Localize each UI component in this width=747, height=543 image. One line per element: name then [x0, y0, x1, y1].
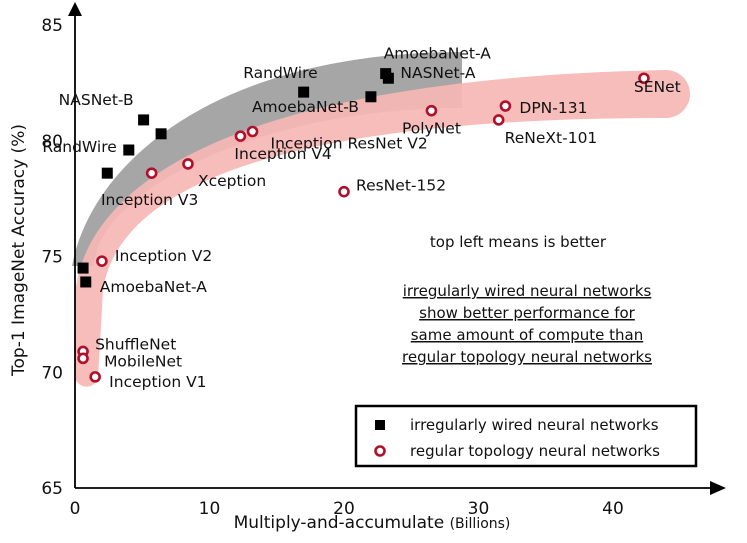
x-tick-label: 20 [333, 499, 355, 519]
point-label: PolyNet [402, 120, 461, 138]
legend-irregular-label: irregularly wired neural networks [410, 416, 659, 434]
legend: irregularly wired neural networks regula… [354, 404, 698, 468]
point-label: DPN-131 [519, 99, 587, 117]
y-tick-label: 85 [41, 16, 63, 36]
annotation-better: top left means is better [430, 233, 607, 251]
regular-point-mark [182, 158, 194, 170]
x-axis-title-unit: (Billions) [450, 516, 511, 532]
regular-point-mark [246, 125, 259, 138]
regular-point-mark [338, 185, 350, 198]
point-labels: AmoebaNet-A RandWire NASNet-B RandWire Amoeb… [42, 45, 680, 391]
point-label: Inception V1 [109, 373, 206, 391]
regular-point-mark [234, 130, 247, 142]
y-axis-title: Top-1 ImageNet Accuracy (%) [9, 124, 29, 377]
annotation-line-1: irregularly wired neural networks [403, 282, 652, 300]
regular-point-mark [425, 104, 438, 117]
x-tick-label: 40 [602, 499, 624, 519]
point-label: Inception V2 [115, 247, 212, 265]
legend-circle-marker [374, 445, 386, 457]
irregular-point-mark [382, 72, 394, 84]
annotation-line-2: show better performance for [419, 304, 636, 322]
point-label: Xception [198, 172, 266, 190]
x-axis-arrowhead [710, 481, 726, 495]
regular-point-mark [77, 352, 89, 365]
point-label: NASNet-B [59, 91, 134, 109]
point-label: Inception ResNet V2 [271, 134, 428, 152]
annotation-block: irregularly wired neural networks show b… [402, 282, 652, 366]
x-axis-title: Multiply-and-accumulate (Billions) [234, 513, 511, 533]
regular-point-mark [145, 167, 158, 179]
legend-square-marker [375, 420, 385, 430]
y-tick-label: 65 [41, 479, 63, 499]
point-label: MobileNet [104, 352, 182, 370]
x-tick-label: 10 [199, 499, 221, 519]
irregular-point-mark [298, 86, 310, 98]
ticks: 0 10 20 30 40 65 70 75 80 85 [41, 16, 623, 519]
legend-box [354, 404, 698, 468]
irregular-point-mark [155, 128, 167, 140]
point-label: NASNet-A [400, 64, 475, 82]
annotation-line-3: same amount of compute than [411, 326, 644, 344]
point-label: SENet [634, 78, 681, 96]
point-label: RandWire [42, 138, 116, 156]
point-label: AmoebaNet-A [100, 278, 208, 296]
regular-trend-band [74, 70, 691, 387]
irregular-point-mark [365, 91, 377, 103]
annotation-line-4: regular topology neural networks [402, 348, 652, 366]
data-marks [77, 68, 650, 383]
point-label: AmoebaNet-A [384, 45, 492, 63]
x-axis-title-main: Multiply-and-accumulate [234, 513, 445, 533]
y-tick-label: 70 [41, 363, 63, 383]
point-label: ReNeXt-101 [505, 129, 598, 147]
point-label: Inception V3 [101, 191, 198, 209]
point-label: Inception V4 [234, 145, 331, 163]
point-label: RandWire [243, 64, 317, 82]
regular-point-mark [89, 371, 101, 383]
y-axis-arrowhead [68, 2, 82, 16]
x-tick-label: 0 [70, 499, 81, 519]
irregular-point-mark [77, 262, 89, 274]
regular-point-mark [638, 72, 650, 85]
regular-point-mark [492, 114, 505, 126]
point-label: ShuffleNet [95, 335, 176, 353]
irregular-point-mark [123, 144, 135, 156]
point-label: ResNet-152 [356, 177, 446, 195]
legend-regular-label: regular topology neural networks [410, 442, 660, 460]
point-label: AmoebaNet-B [252, 98, 359, 116]
y-tick-label: 75 [41, 248, 63, 268]
irregular-point-mark [138, 114, 150, 126]
regular-point-mark [96, 255, 108, 267]
regular-point-mark [499, 100, 512, 112]
y-tick-label: 80 [41, 132, 63, 152]
x-tick-label: 30 [468, 499, 490, 519]
irregular-point-mark [101, 167, 113, 179]
irregular-point-mark [80, 276, 92, 288]
